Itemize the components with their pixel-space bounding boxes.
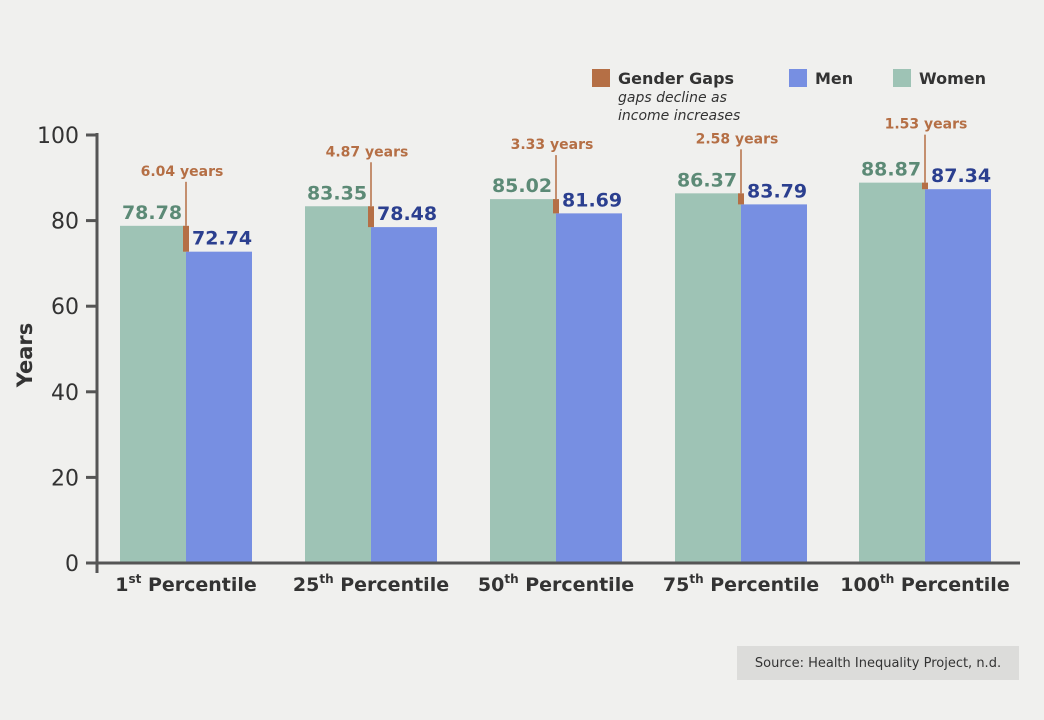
legend: Gender Gaps gaps decline as income incre… — [592, 69, 986, 124]
gap-value-label: 6.04 years — [141, 164, 224, 180]
legend-gap-swatch — [592, 69, 610, 87]
legend-women-swatch — [893, 69, 911, 87]
source-note: Source: Health Inequality Project, n.d. — [737, 646, 1019, 680]
gap-marker — [922, 182, 928, 190]
legend-gap-label: Gender Gaps — [618, 69, 734, 88]
gap-value-label: 3.33 years — [511, 137, 594, 153]
legend-men-swatch — [789, 69, 807, 87]
gap-value-label: 2.58 years — [696, 131, 779, 147]
bar-men — [741, 204, 807, 564]
bar-men — [925, 189, 991, 563]
women-value-label: 78.78 — [122, 202, 182, 224]
y-tick-label: 0 — [65, 552, 79, 577]
men-value-label: 81.69 — [562, 189, 622, 211]
women-value-label: 86.37 — [677, 169, 737, 191]
women-value-label: 85.02 — [492, 175, 552, 197]
category-label: 1st Percentile — [115, 572, 257, 596]
y-tick-label: 20 — [51, 466, 79, 491]
gap-value-label: 1.53 years — [885, 117, 968, 133]
y-axis-label: Years — [13, 323, 37, 389]
gap-value-label: 4.87 years — [326, 144, 409, 160]
y-tick-label: 80 — [51, 210, 79, 235]
category-label: 75th Percentile — [663, 572, 819, 596]
category-label: 100th Percentile — [840, 572, 1009, 596]
legend-gap-note-line2: income increases — [618, 108, 740, 124]
legend-men-label: Men — [815, 69, 853, 88]
bar-men — [371, 227, 437, 564]
men-value-label: 72.74 — [192, 228, 252, 250]
y-tick-label: 40 — [51, 381, 79, 406]
legend-women-label: Women — [919, 69, 986, 88]
category-label: 25th Percentile — [293, 572, 449, 596]
y-tick-label: 100 — [37, 124, 79, 149]
gap-marker — [368, 206, 374, 228]
men-value-label: 87.34 — [931, 165, 991, 187]
bar-women — [859, 182, 925, 563]
women-value-label: 88.87 — [861, 159, 921, 181]
gap-marker — [553, 199, 559, 214]
women-value-label: 83.35 — [307, 182, 367, 204]
bar-women — [305, 206, 371, 563]
bar-women — [675, 193, 741, 563]
men-value-label: 78.48 — [377, 203, 437, 225]
category-label: 50th Percentile — [478, 572, 634, 596]
bar-men — [186, 251, 252, 564]
legend-gap-note-line1: gaps decline as — [618, 90, 727, 106]
men-value-label: 83.79 — [747, 180, 807, 202]
bar-men — [556, 213, 622, 563]
bar-women — [120, 225, 186, 563]
bar-women — [490, 199, 556, 564]
y-tick-label: 60 — [51, 295, 79, 320]
gap-marker — [183, 225, 189, 252]
gap-marker — [738, 193, 744, 205]
